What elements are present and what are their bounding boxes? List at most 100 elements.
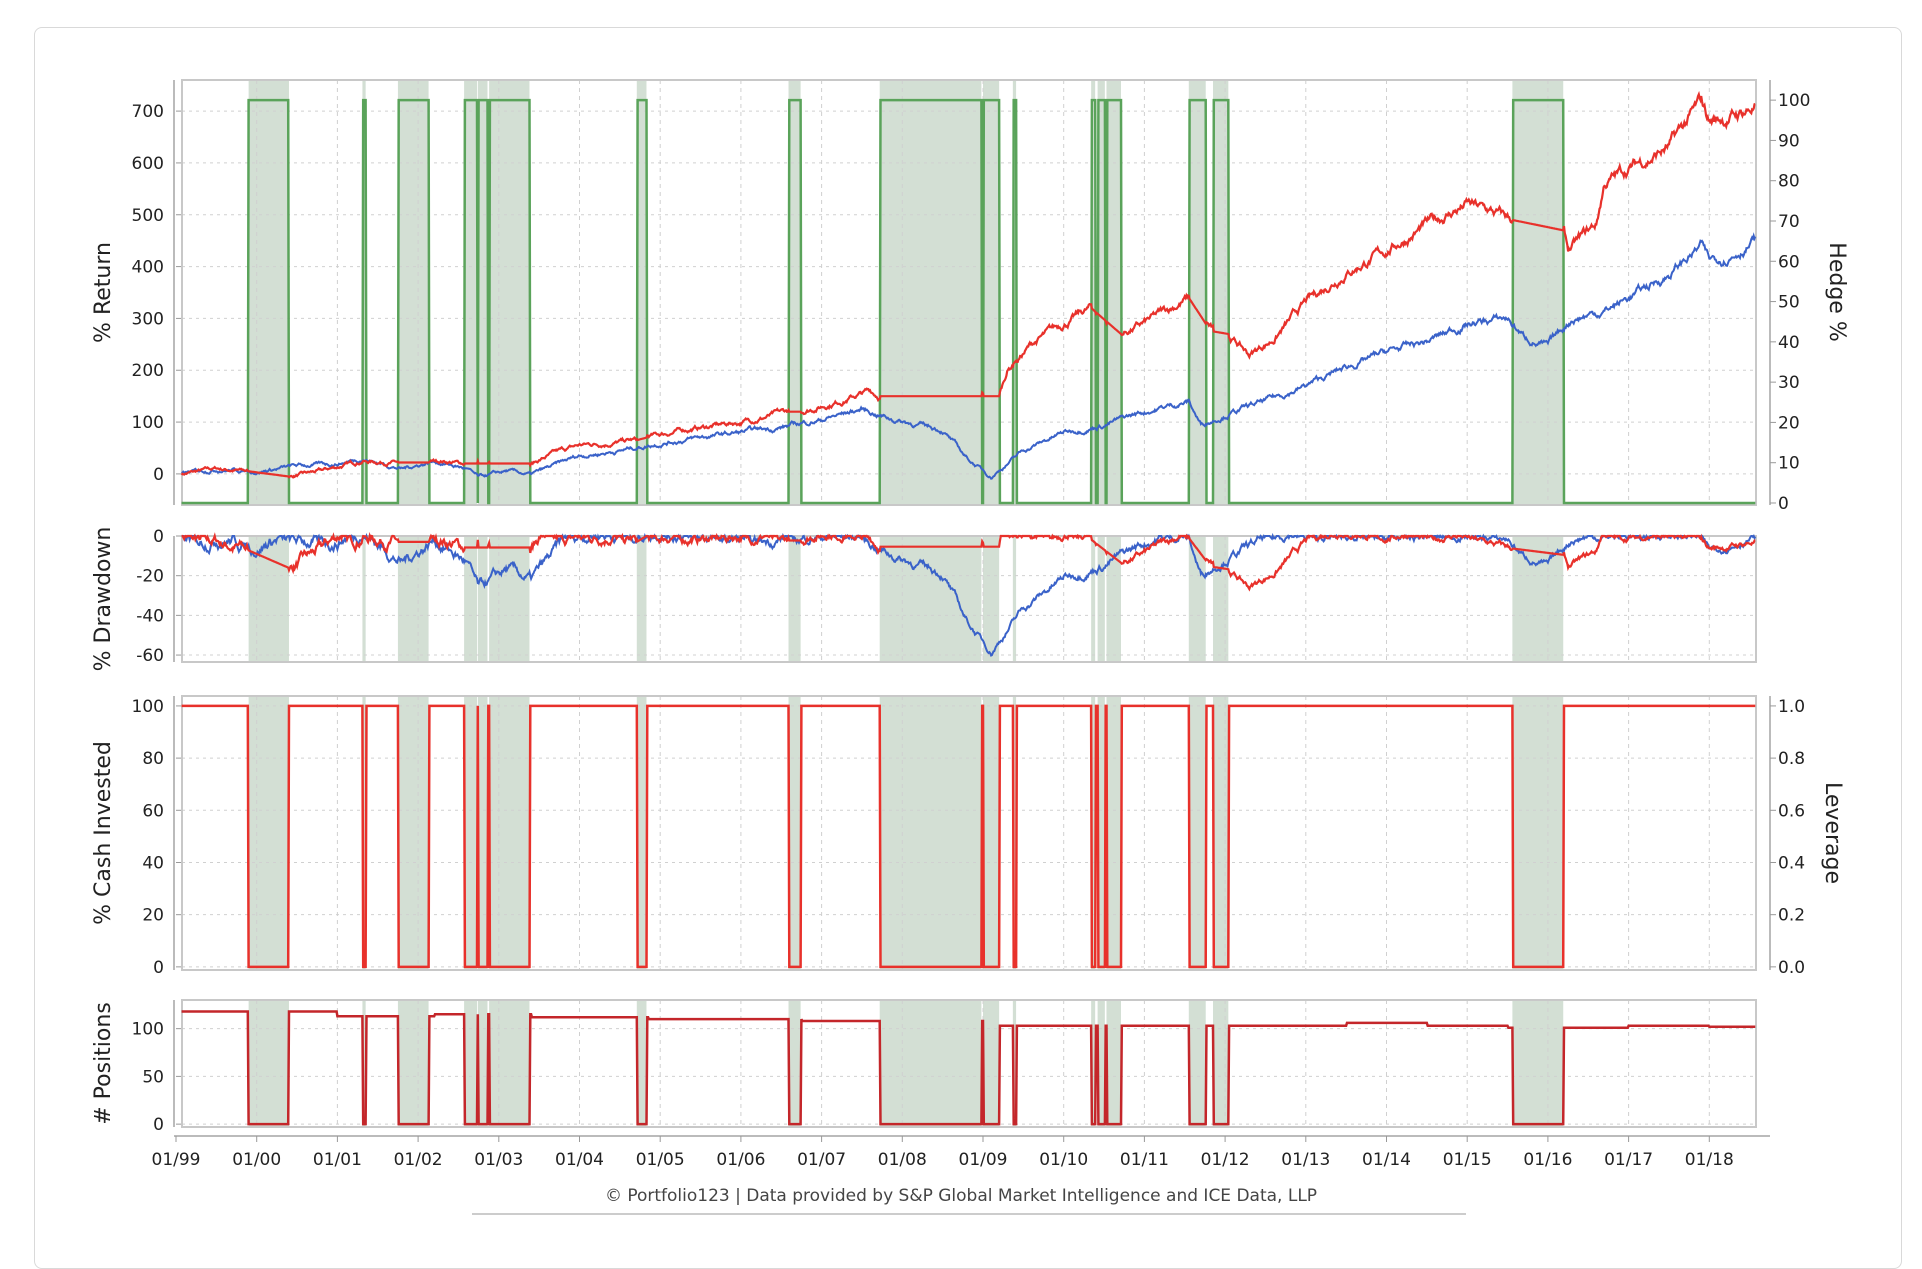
strategy-drawdown-line: [181, 531, 1756, 592]
x-tick-label: 01/02: [394, 1150, 443, 1170]
x-tick-label: 01/11: [1120, 1150, 1169, 1170]
x-tick-label: 01/04: [555, 1150, 604, 1170]
x-tick-label: 01/14: [1362, 1150, 1411, 1170]
hedge-period-shade: [788, 1000, 801, 1127]
y2-tick-label-return: 20: [1778, 413, 1800, 433]
y-tick-label-return: 200: [132, 361, 164, 381]
hedge-period-shade: [248, 696, 289, 970]
hedge-period-shade: [1091, 80, 1096, 505]
hedge-period-shade: [1012, 1000, 1017, 1127]
y-tick-label-return: 300: [132, 309, 164, 329]
y-tick-label-return: 500: [132, 206, 164, 226]
x-tick-label: 01/15: [1443, 1150, 1492, 1170]
hedge-period-shade: [1091, 1000, 1096, 1127]
y-axis-title-drawdown: % Drawdown: [91, 527, 116, 672]
hedge-period-shade: [397, 536, 429, 662]
y-tick-label-return: 400: [132, 258, 164, 278]
y-tick-label-drawdown: -60: [136, 646, 164, 666]
y2-tick-label-cash: 0.4: [1778, 853, 1805, 873]
y-axis-title-cash: % Cash Invested: [91, 741, 116, 925]
hedge-period-shade: [636, 1000, 647, 1127]
y-tick-label-return: 0: [153, 465, 164, 485]
hedge-period-shade: [1512, 536, 1564, 662]
hedge-period-shade: [1188, 696, 1206, 970]
hedge-period-shade: [464, 1000, 478, 1127]
hedge-period-shade: [879, 1000, 982, 1127]
y2-tick-label-cash: 0.6: [1778, 801, 1805, 821]
hedge-percent-line: [181, 98, 1756, 505]
hedge-period-shade: [1091, 536, 1096, 662]
y-tick-label-cash: 40: [142, 853, 164, 873]
hedge-period-shade: [477, 536, 488, 662]
hedge-period-shade: [1091, 696, 1096, 970]
y2-tick-label-return: 50: [1778, 293, 1800, 313]
y-tick-label-drawdown: -40: [136, 606, 164, 626]
x-tick-label: 01/12: [1201, 1150, 1250, 1170]
hedge-period-shade: [489, 536, 530, 662]
plot-frame-drawdown: [181, 535, 1757, 663]
hedge-period-shade: [397, 696, 429, 970]
y-tick-label-positions: 0: [153, 1115, 164, 1135]
x-tick-label: 01/07: [797, 1150, 846, 1170]
hedge-period-shade: [636, 696, 647, 970]
hedge-period-shade: [788, 696, 801, 970]
hedge-period-shade: [489, 1000, 530, 1127]
chart-footer-credit: © Portfolio123 | Data provided by S&P Gl…: [604, 1186, 1318, 1206]
hedge-period-shade: [248, 80, 289, 505]
cash-invested-line: [181, 704, 1756, 969]
hedge-period-shade: [1512, 80, 1564, 505]
x-tick-label: 01/00: [232, 1150, 281, 1170]
y-axis-title-return: % Return: [91, 242, 116, 343]
hedge-period-shade: [1097, 536, 1105, 662]
hedge-period-shade: [1212, 536, 1229, 662]
y-tick-label-drawdown: 0: [153, 527, 164, 547]
y-axis-title-positions: # Positions: [91, 1002, 116, 1125]
y2-tick-label-return: 100: [1778, 91, 1810, 111]
scrollbar[interactable]: [472, 1213, 1466, 1215]
plot-frame-return: [181, 79, 1757, 506]
hedge-period-shade: [1097, 696, 1105, 970]
hedge-period-shade: [1188, 536, 1206, 662]
hedge-period-shade: [477, 80, 488, 505]
x-tick-label: 01/06: [716, 1150, 765, 1170]
hedge-period-shade: [1106, 696, 1121, 970]
hedge-period-shade: [489, 696, 530, 970]
y-tick-label-cash: 100: [132, 697, 164, 717]
plot-frame-cash: [181, 695, 1757, 971]
hedge-period-shade: [464, 536, 478, 662]
y2-tick-label-return: 10: [1778, 454, 1800, 474]
x-tick-label: 01/01: [313, 1150, 362, 1170]
hedge-period-shade: [397, 80, 429, 505]
y-tick-label-cash: 80: [142, 749, 164, 769]
x-tick-label: 01/05: [636, 1150, 685, 1170]
hedge-period-shade: [1106, 1000, 1121, 1127]
hedge-period-shade: [1212, 80, 1229, 505]
y2-tick-label-cash: 1.0: [1778, 697, 1805, 717]
y-tick-label-cash: 20: [142, 906, 164, 926]
positions-line: [181, 1010, 1756, 1126]
hedge-period-shade: [397, 1000, 429, 1127]
hedge-period-shade: [1106, 536, 1121, 662]
y2-tick-label-return: 0: [1778, 494, 1789, 514]
hedge-period-shade: [636, 536, 647, 662]
y2-tick-label-cash: 0.2: [1778, 906, 1805, 926]
hedge-period-shade: [1097, 1000, 1105, 1127]
y-tick-label-return: 600: [132, 154, 164, 174]
hedge-period-shade: [879, 696, 982, 970]
y2-tick-label-return: 30: [1778, 373, 1800, 393]
hedge-period-shade: [983, 1000, 1000, 1127]
y2-tick-label-cash: 0.0: [1778, 958, 1805, 978]
x-tick-label: 01/09: [959, 1150, 1008, 1170]
hedge-period-shade: [879, 80, 982, 505]
hedge-period-shade: [1212, 696, 1229, 970]
y-tick-label-drawdown: -20: [136, 567, 164, 587]
y2-tick-label-cash: 0.8: [1778, 749, 1805, 769]
y-tick-label-return: 100: [132, 413, 164, 433]
hedge-period-shade: [477, 1000, 488, 1127]
hedge-period-shade: [1512, 1000, 1564, 1127]
y-tick-label-cash: 60: [142, 801, 164, 821]
y2-axis-title-return: Hedge %: [1824, 242, 1849, 341]
hedge-period-shade: [362, 1000, 366, 1127]
benchmark-drawdown-line: [181, 532, 1757, 657]
